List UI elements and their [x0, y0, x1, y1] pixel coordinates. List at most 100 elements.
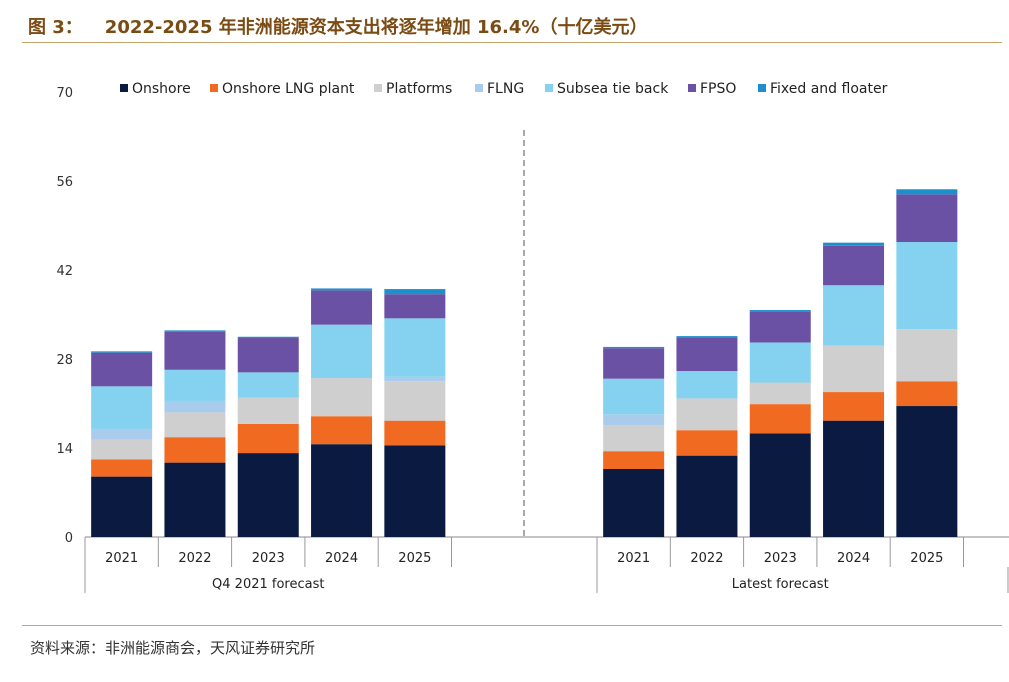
bar-segment-onshore	[603, 468, 665, 537]
legend-label: Onshore	[132, 81, 191, 97]
legend-label: Onshore LNG plant	[222, 81, 355, 97]
bar-segment-subsea-tie-back	[896, 242, 958, 330]
bar-segment-subsea-tie-back	[603, 378, 665, 415]
legend-swatch	[210, 84, 218, 92]
legend-label: Platforms	[386, 81, 452, 97]
figure-header: 图 3： 2022-2025 年非洲能源资本支出将逐年增加 16.4%（十亿美元）	[22, 10, 1002, 42]
x-tick-label: 2022	[690, 551, 723, 566]
bar-segment-fpso	[311, 290, 373, 325]
bar-segment-onshore	[896, 406, 958, 537]
bar-segment-fixed-and-floater	[676, 336, 738, 338]
y-tick-label: 14	[56, 442, 73, 457]
bar-segment-flng	[91, 428, 153, 440]
group-label: Q4 2021 forecast	[212, 577, 324, 592]
bar-segment-fixed-and-floater	[603, 346, 665, 349]
bar-segment-subsea-tie-back	[237, 372, 299, 398]
bar-segment-onshore-lng-plant	[749, 404, 811, 434]
legend-swatch	[475, 84, 483, 92]
bar-segment-subsea-tie-back	[823, 285, 885, 346]
title-divider	[22, 42, 1002, 43]
x-tick-label: 2024	[837, 551, 870, 566]
legend-swatch	[374, 84, 382, 92]
legend-label: FPSO	[700, 81, 736, 97]
bar-segment-platforms	[823, 345, 885, 393]
bar-segment-onshore-lng-plant	[91, 459, 153, 477]
bar-segment-flng	[164, 400, 226, 413]
source-divider	[22, 625, 1002, 626]
bar-segment-fixed-and-floater	[749, 310, 811, 312]
bar-segment-platforms	[603, 425, 665, 452]
bar-segment-fixed-and-floater	[384, 289, 446, 295]
bar-segment-fixed-and-floater	[237, 336, 299, 339]
bar-segment-onshore-lng-plant	[384, 420, 446, 446]
bar-segment-onshore	[91, 476, 153, 537]
bar-segment-onshore	[311, 444, 373, 537]
bar-segment-platforms	[164, 412, 226, 438]
bar-segment-onshore-lng-plant	[237, 423, 299, 454]
x-tick-label: 2024	[325, 551, 358, 566]
bar-segment-subsea-tie-back	[749, 342, 811, 383]
x-tick-label: 2023	[252, 551, 285, 566]
bar-segment-fpso	[676, 337, 738, 372]
legend-label: Fixed and floater	[770, 81, 888, 97]
bar-segment-platforms	[896, 329, 958, 382]
y-tick-label: 28	[56, 353, 73, 368]
bar-segment-fpso	[823, 245, 885, 286]
group-label: Latest forecast	[732, 577, 829, 592]
bar-segment-fpso	[164, 331, 226, 370]
bar-segment-subsea-tie-back	[384, 318, 446, 377]
bar-segment-onshore-lng-plant	[164, 437, 226, 463]
bar-segment-platforms	[237, 397, 299, 424]
legend-label: FLNG	[487, 81, 524, 97]
figure-title-line: 图 3： 2022-2025 年非洲能源资本支出将逐年增加 16.4%（十亿美元）	[28, 13, 647, 39]
source-note: 资料来源：非洲能源商会，天风证券研究所	[30, 639, 316, 657]
x-tick-label: 2021	[105, 551, 138, 566]
y-tick-label: 70	[56, 86, 73, 101]
bar-segment-fpso	[749, 311, 811, 343]
bar-segment-onshore	[384, 445, 446, 537]
bar-segment-fixed-and-floater	[823, 242, 885, 246]
bar-segment-fixed-and-floater	[896, 189, 958, 195]
bar-segment-fpso	[91, 352, 153, 387]
bar-segment-onshore	[676, 455, 738, 537]
chart-axes: 0 14 28 42 56 70 2021 2022 2023 2024 2025 2021 2022 2…	[56, 86, 1009, 593]
figure-label: 图 3：	[28, 17, 83, 38]
x-tick-label: 2021	[617, 551, 650, 566]
bar-segment-onshore-lng-plant	[823, 392, 885, 421]
legend-swatch	[545, 84, 553, 92]
legend-label: Subsea tie back	[557, 81, 669, 97]
bar-segment-fpso	[896, 194, 958, 243]
bar-segment-subsea-tie-back	[676, 371, 738, 399]
bar-segment-onshore	[823, 420, 885, 537]
bar-segment-platforms	[91, 439, 153, 460]
bar-segment-fpso	[237, 338, 299, 373]
bar-segment-onshore	[237, 453, 299, 537]
x-tick-label: 2023	[764, 551, 797, 566]
y-tick-label: 56	[56, 175, 73, 190]
bar-segment-fpso	[603, 348, 665, 379]
bar-segment-onshore-lng-plant	[676, 430, 738, 456]
bar-segment-onshore	[164, 462, 226, 537]
bar-segment-platforms	[676, 398, 738, 431]
legend-swatch	[120, 84, 128, 92]
x-tick-label: 2025	[910, 551, 943, 566]
bar-segment-onshore	[749, 433, 811, 537]
bar-segment-onshore-lng-plant	[603, 451, 665, 469]
bar-segment-subsea-tie-back	[311, 324, 373, 379]
chart-bars	[91, 189, 958, 537]
legend-swatch	[688, 84, 696, 92]
bar-segment-fpso	[384, 294, 446, 319]
bar-segment-platforms	[749, 382, 811, 405]
bar-segment-fixed-and-floater	[164, 330, 226, 332]
y-tick-label: 0	[65, 531, 73, 546]
figure-title: 2022-2025 年非洲能源资本支出将逐年增加 16.4%（十亿美元）	[104, 17, 648, 38]
x-tick-label: 2022	[178, 551, 211, 566]
x-tick-label: 2025	[398, 551, 431, 566]
bar-segment-flng	[384, 376, 446, 382]
legend-swatch	[758, 84, 766, 92]
bar-segment-fixed-and-floater	[311, 288, 373, 291]
bar-segment-fixed-and-floater	[91, 351, 153, 353]
chart-legend: Onshore Onshore LNG plant Platforms FLNG Sub…	[120, 81, 888, 97]
y-tick-label: 42	[56, 264, 73, 279]
bar-segment-platforms	[384, 381, 446, 421]
